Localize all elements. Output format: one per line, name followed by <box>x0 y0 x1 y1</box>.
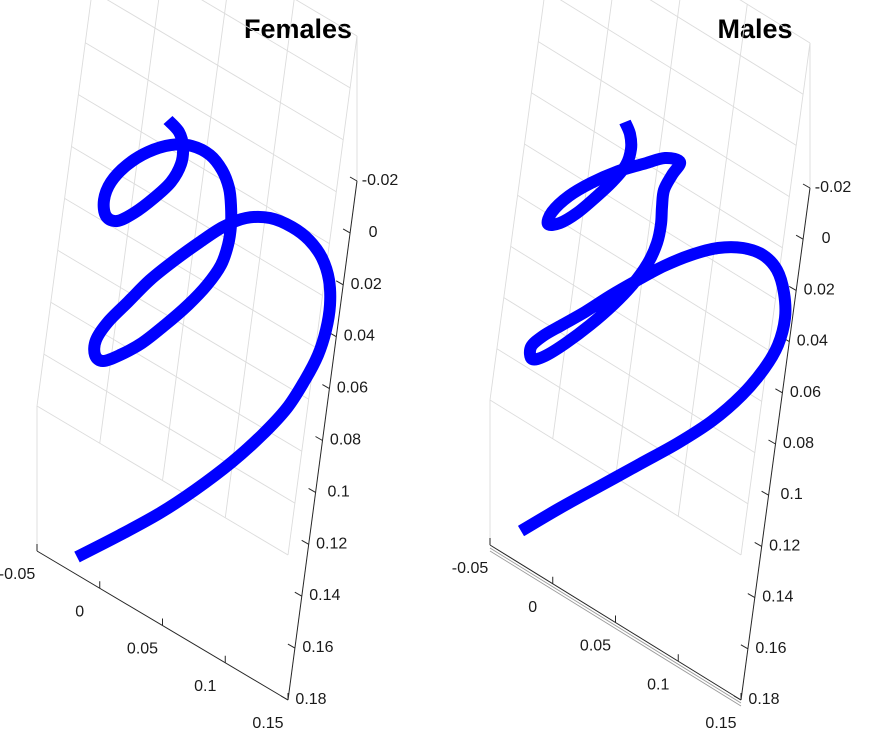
females-panel: Females -0.05 0 0.05 0.1 0.15 -0.02 0 0.02 0.04 0… <box>0 0 398 732</box>
grid-males <box>489 0 811 707</box>
grid-line <box>36 0 92 407</box>
y-tick <box>315 436 323 441</box>
y-tick-label: 0.1 <box>780 486 802 503</box>
series-females <box>74 115 337 563</box>
y-tick-label: 0.16 <box>755 640 786 657</box>
tick-labels-males: -0.05 0 0.05 0.1 0.15 -0.02 0 0.02 0.04 0.06 0.08 0… <box>452 179 852 732</box>
males-panel: Males -0.05 0 0.05 0.1 0.15 -0.02 0 0.02 0.04 0.0… <box>452 0 852 732</box>
y-tick <box>342 228 351 234</box>
y-tick <box>280 695 289 701</box>
y-tick-label: 0.02 <box>351 276 382 293</box>
y-tick-label: 0.18 <box>748 691 779 708</box>
grid-line <box>489 0 545 401</box>
grid-line <box>287 35 358 556</box>
tick-labels-females: -0.05 0 0.05 0.1 0.15 -0.02 0 0.02 0.04 0.06 0.08 0… <box>0 172 398 732</box>
y-tick <box>733 695 742 701</box>
x-tick-label: 0 <box>528 599 537 616</box>
x-tick-label: 0 <box>75 603 84 620</box>
y-tick-label: -0.02 <box>815 179 852 196</box>
axes-females <box>36 176 358 701</box>
y-tick-label: 0.06 <box>790 384 821 401</box>
y-tick <box>287 643 296 649</box>
x-tick-label: 0.15 <box>705 715 736 732</box>
grid-line <box>739 0 811 44</box>
y-tick <box>768 439 776 445</box>
y-tick <box>775 388 783 394</box>
y-tick-label: 0.1 <box>327 483 349 500</box>
x-tick-label: 0.1 <box>647 676 669 693</box>
y-tick-label: 0.02 <box>804 281 835 298</box>
chart-title-females: Females <box>244 14 352 44</box>
axes-males <box>489 183 811 701</box>
grid-line <box>224 0 295 518</box>
y-tick <box>802 183 811 189</box>
x-tick-label: -0.05 <box>452 560 489 577</box>
series-line <box>74 115 337 563</box>
y-tick-label: 0.04 <box>344 328 375 345</box>
y-tick <box>349 176 358 182</box>
y-tick <box>335 280 344 286</box>
y-tick-label: 0 <box>822 230 831 247</box>
x-tick-label: 0.1 <box>194 678 216 695</box>
series-line <box>517 119 792 537</box>
y-tick <box>322 384 330 390</box>
x-tick-label: 0.05 <box>127 641 158 658</box>
y-tick-label: 0.08 <box>783 435 814 452</box>
y-tick <box>740 644 749 650</box>
grid-line <box>615 0 681 478</box>
y-tick-label: 0.14 <box>309 587 340 604</box>
y-tick-label: 0.16 <box>302 639 333 656</box>
y-tick <box>301 539 309 545</box>
y-tick-label: 0.12 <box>316 535 347 552</box>
y-tick-label: 0.18 <box>295 691 326 708</box>
floor-edge <box>489 547 742 704</box>
y-tick-label: 0.14 <box>762 589 793 606</box>
x-tick-label: 0.05 <box>580 638 611 655</box>
grid-line <box>740 42 811 556</box>
y-tick <box>754 541 762 547</box>
grid-females <box>36 0 358 556</box>
y-tick-label: 0 <box>369 224 378 241</box>
grid-line <box>295 0 358 37</box>
y-tick <box>761 490 769 496</box>
y-tick-label: 0.06 <box>337 380 368 397</box>
y-tick <box>294 591 303 597</box>
y-tick-label: 0.08 <box>330 432 361 449</box>
y-tick-label: 0.12 <box>769 537 800 554</box>
series-males <box>517 119 792 537</box>
floor-edge <box>489 550 742 707</box>
grid-line <box>162 0 227 481</box>
x-tick-label: 0.15 <box>252 715 283 732</box>
y-tick <box>795 234 804 240</box>
y-tick-label: 0.04 <box>797 333 828 350</box>
x-tick-label: -0.05 <box>0 566 35 583</box>
y-tick <box>747 593 756 599</box>
y-tick <box>308 487 316 493</box>
chart-title-males: Males <box>717 14 792 44</box>
y-tick-label: -0.02 <box>362 172 399 189</box>
y-tick <box>788 285 797 291</box>
